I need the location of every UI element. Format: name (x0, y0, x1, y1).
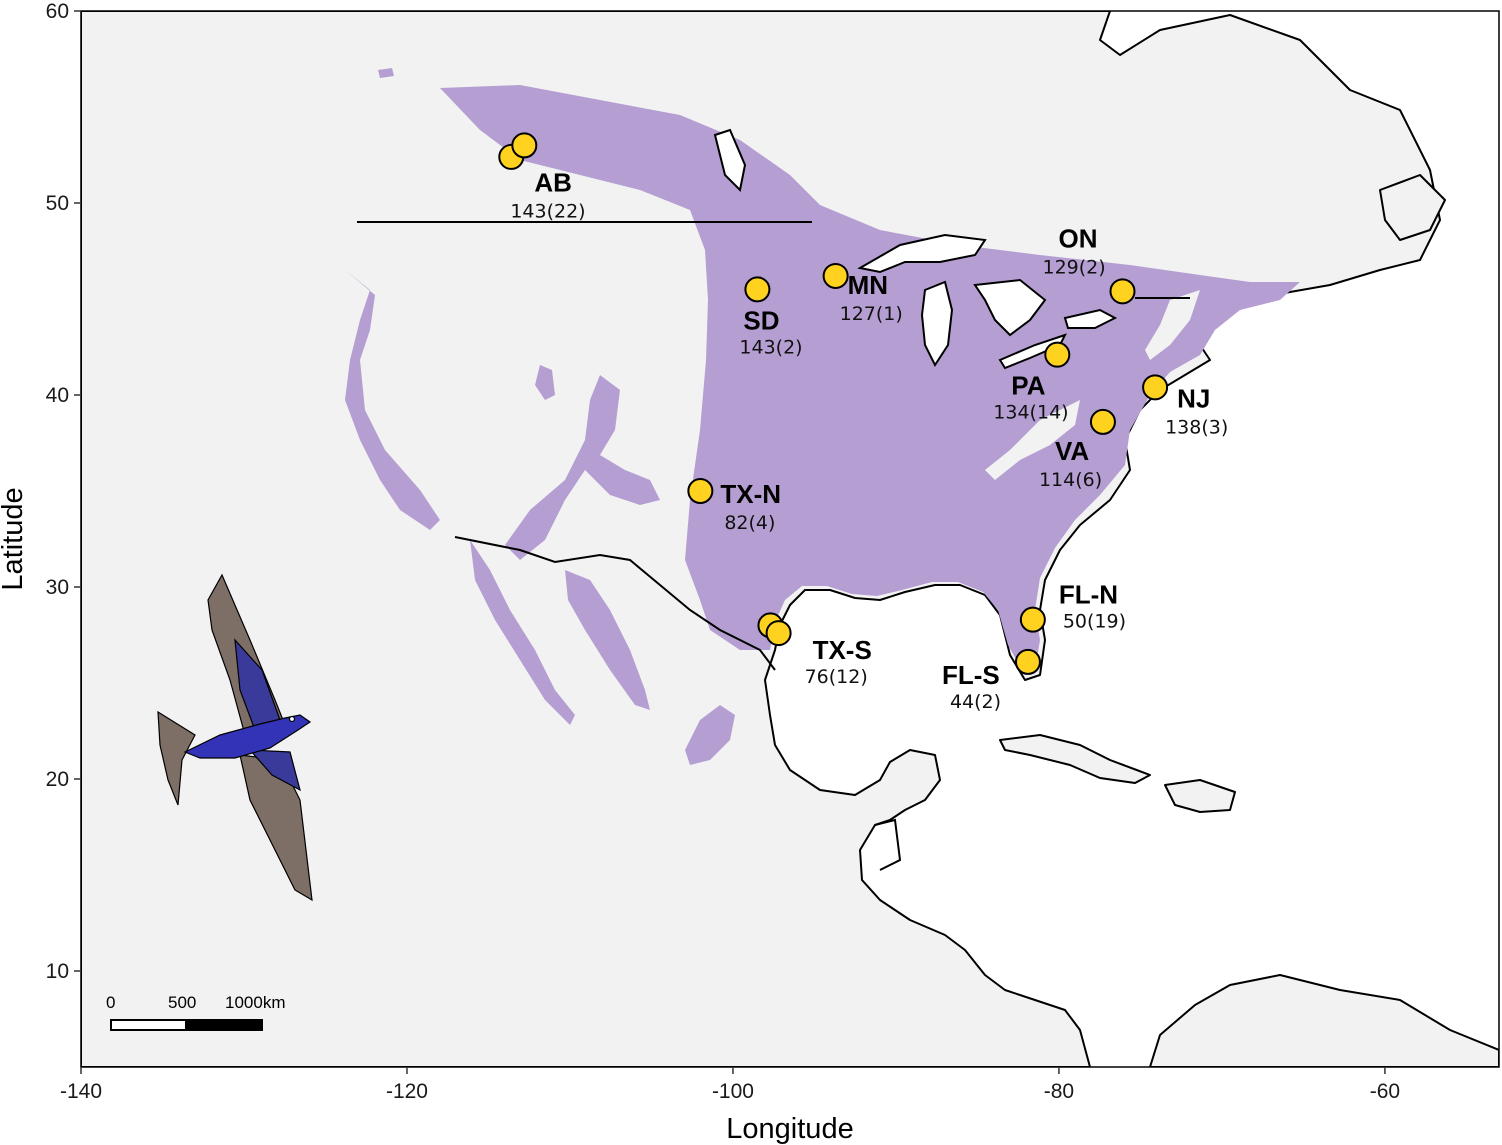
y-tick-label: 10 (46, 960, 69, 983)
guatemala-border (874, 818, 902, 871)
site-va: VA 114(6) (1039, 408, 1116, 491)
site-count-label: 82(4) (724, 512, 775, 534)
x-tick-label: -120 (386, 1080, 428, 1103)
site-code-label: AB (534, 167, 572, 197)
site-ab: AB 143(22) (498, 132, 586, 222)
y-axis: 10 20 30 40 50 60 (46, 0, 81, 983)
site-code-label: TX-N (720, 479, 781, 509)
us-mexico-border (454, 536, 776, 671)
lake-superior (857, 233, 987, 274)
y-tick-label: 50 (46, 192, 69, 215)
x-tick-label: -100 (712, 1080, 754, 1103)
site-code-label: FL-N (1059, 580, 1118, 610)
breeding-range-southwest (505, 375, 660, 560)
site-code-label: FL-S (942, 660, 1000, 690)
site-point-fl-n[interactable] (1019, 606, 1046, 633)
y-tick-label: 20 (46, 768, 69, 791)
site-point-tx-n[interactable] (687, 478, 714, 504)
site-point-ab[interactable] (511, 132, 538, 159)
site-on: ON 129(2) (1042, 223, 1136, 305)
y-axis-title: Latitude (0, 487, 29, 590)
y-tick-label: 60 (46, 0, 69, 23)
site-count-label: 44(2) (950, 691, 1001, 713)
site-count-label: 143(22) (510, 200, 585, 222)
site-point-on[interactable] (1109, 278, 1136, 305)
map-panel-frame (80, 10, 1500, 1068)
scale-bar: 0 500 1000km (106, 993, 285, 1031)
south-america-landmass (1149, 974, 1499, 1067)
breeding-range-mexico-west (470, 540, 575, 725)
breeding-range-mexico-central (565, 570, 650, 710)
breeding-range-bc (378, 68, 394, 78)
scale-label-0: 0 (106, 993, 115, 1012)
site-count-label: 50(19) (1063, 611, 1126, 633)
site-fl-s: FL-S44(2) (942, 648, 1041, 713)
breeding-range-mexico-south (685, 705, 735, 765)
site-code-label: NJ (1177, 383, 1210, 413)
site-tx-s: TX-S76(12) (757, 612, 872, 688)
breeding-range-west-coast (345, 270, 440, 530)
lake-huron (973, 278, 1047, 337)
x-tick-label: -140 (60, 1080, 102, 1103)
x-tick-label: -80 (1044, 1080, 1074, 1103)
site-point-fl-s[interactable] (1014, 648, 1041, 675)
site-point-sd[interactable] (744, 276, 771, 303)
cuba-island (999, 734, 1151, 784)
site-fl-n: FL-N50(19) (1019, 580, 1126, 633)
site-point-pa[interactable] (1044, 341, 1071, 368)
site-point-va[interactable] (1089, 408, 1116, 435)
lake-winnipeg (713, 128, 747, 193)
scale-label-1000km: 1000km (225, 993, 285, 1012)
site-nj: NJ 138(3) (1142, 374, 1228, 438)
site-count-label: 143(2) (739, 336, 802, 358)
hispaniola-island (1164, 779, 1236, 813)
site-mn: MN 127(1) (822, 262, 903, 325)
lake-michigan (920, 280, 954, 368)
site-code-label: VA (1055, 436, 1089, 466)
site-count-label: 134(14) (993, 402, 1068, 424)
site-count-label: 127(1) (840, 303, 903, 325)
site-code-label: SD (743, 305, 779, 335)
x-tick-label: -60 (1370, 1080, 1400, 1103)
site-point-mn[interactable] (822, 262, 849, 289)
breeding-range-east (440, 85, 1300, 670)
x-axis: -140 -120 -100 -80 -60 (60, 1067, 1400, 1103)
y-tick-label: 40 (46, 384, 69, 407)
site-tx-n: TX-N 82(4) (687, 478, 781, 534)
lake-ontario (1063, 308, 1118, 329)
purple-martin-bird-icon (157, 573, 313, 902)
site-count-label: 76(12) (805, 666, 868, 688)
site-count-label: 138(3) (1165, 416, 1228, 438)
scale-label-500: 500 (168, 993, 196, 1012)
site-point-tx-s[interactable] (765, 620, 792, 647)
breeding-range-utah (535, 365, 555, 400)
range-gap-appalachia (985, 400, 1080, 480)
site-point-nj[interactable] (1142, 374, 1169, 401)
site-code-label: PA (1011, 371, 1045, 401)
scale-bar-white-segment (110, 1019, 187, 1031)
site-count-label: 129(2) (1042, 256, 1105, 278)
x-axis-title: Longitude (726, 1113, 853, 1145)
y-tick-label: 30 (46, 576, 69, 599)
site-code-label: ON (1058, 223, 1097, 253)
site-code-label: MN (848, 270, 888, 300)
range-gap-adirondack (1145, 290, 1200, 360)
newfoundland-island (1379, 174, 1446, 241)
site-code-label: TX-S (813, 635, 872, 665)
scale-bar-black-segment (185, 1019, 263, 1031)
site-count-label: 114(6) (1039, 469, 1102, 491)
